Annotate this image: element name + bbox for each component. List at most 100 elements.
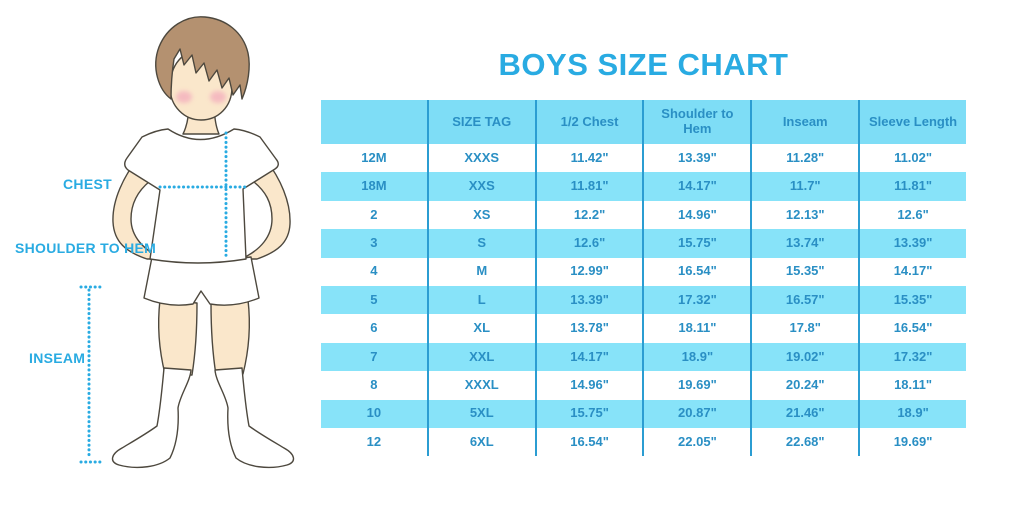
table-cell: XL [429,314,537,343]
table-cell: 18.11" [644,314,753,343]
table-cell: 4 [321,257,429,286]
shorts [143,256,260,306]
table-cell: 18.11" [894,377,933,393]
table-cell: XXL [429,342,537,372]
table-cell: 12.13" [752,200,861,230]
column-header-shoulder-to-hem: Shoulder to Hem [644,100,753,144]
measurement-lines [79,131,247,464]
left-leg [157,299,198,376]
table-cell: 13.78" [537,314,645,343]
table-cell: 13.74" [752,229,861,258]
table-row: 5 L 13.39" 17.32" 16.57" 15.35" [321,285,966,315]
table-cell: 22.05" [644,427,753,457]
table-cell: 19.69" [893,433,933,449]
column-header-inseam: Inseam [752,100,861,144]
table-row: 10 5XL 15.75" 20.87" 21.46" 18.9" [321,399,966,428]
table-cell: 12.6" [537,229,645,258]
table-cell: 20.87" [644,399,753,428]
table-cell: 2 [321,200,429,230]
column-header-size [321,100,429,144]
table-cell: XXS [429,172,537,201]
table-cell: 17.32" [644,285,753,315]
table-cell: 5 [321,285,429,315]
table-cell: 19.69" [644,371,753,400]
table-cell: 15.75" [644,229,753,258]
table-cell: 16.54" [644,257,753,286]
column-header-half-chest: 1/2 Chest [537,100,645,144]
boy-illustration [79,16,295,469]
table-cell: 13.39" [644,144,753,173]
table-cell: 15.35" [752,257,861,286]
table-cell: 16.54" [893,320,933,336]
table-cell: 11.02" [894,149,933,165]
table-cell: 14.96" [644,200,753,230]
table-row: 2 XS 12.2" 14.96" 12.13" 12.6" [321,200,966,230]
chest-label: CHEST [63,176,112,192]
hair [155,16,250,100]
cheeks [176,91,226,103]
table-cell: 12 [321,427,429,457]
column-header-size-tag: SIZE TAG [429,100,537,144]
table-cell: 12.99" [537,257,645,286]
table-body: 12M XXXS 11.42" 13.39" 11.28" 11.02" 18M XXS 11.… [321,144,966,457]
right-leg [210,299,251,376]
right-sock [214,367,295,469]
table-cell: M [429,257,537,286]
table-cell: 13.39" [893,235,933,251]
table-cell: 15.75" [537,399,645,428]
table-cell: 6 [321,314,429,343]
table-cell: 18.9" [897,405,929,421]
table-cell: 13.39" [537,285,645,315]
table-cell: 10 [321,399,429,428]
table-cell: 18.9" [644,342,753,372]
boy-illustration-panel: CHEST SHOULDER TO HEM INSEAM [0,0,320,512]
table-cell: 16.57" [752,285,861,315]
table-cell: 16.54" [537,427,645,457]
table-cell: 8 [321,371,429,400]
table-cell: 11.28" [752,144,861,173]
table-row: 7 XXL 14.17" 18.9" 19.02" 17.32" [321,342,966,372]
table-cell: L [429,285,537,315]
column-header-sleeve-length: Sleeve Length [868,113,958,129]
table-cell: 17.32" [893,348,933,364]
table-cell: 22.68" [752,427,861,457]
table-cell: 19.02" [752,342,861,372]
left-sock [111,367,192,469]
table-cell: XS [429,200,537,230]
table-row: 12M XXXS 11.42" 13.39" 11.28" 11.02" [321,144,966,173]
table-cell: 14.96" [537,371,645,400]
table-cell: 20.24" [752,371,861,400]
table-cell: 14.17" [644,172,753,201]
table-cell: 7 [321,342,429,372]
table-row: 12 6XL 16.54" 22.05" 22.68" 19.69" [321,427,966,457]
table-cell: XXXL [429,371,537,400]
table-cell: 11.42" [537,144,645,173]
table-cell: 3 [321,229,429,258]
table-cell: 14.17" [537,342,645,372]
table-cell: 12M [321,144,429,173]
table-row: 3 S 12.6" 15.75" 13.74" 13.39" [321,229,966,258]
table-cell: 11.7" [752,172,861,201]
table-row: 6 XL 13.78" 18.11" 17.8" 16.54" [321,314,966,343]
table-cell: 11.81" [894,178,933,194]
table-row: 4 M 12.99" 16.54" 15.35" 14.17" [321,257,966,286]
shoulder-to-hem-label: SHOULDER TO HEM [15,240,157,256]
table-cell: 15.35" [893,291,933,307]
table-cell: S [429,229,537,258]
inseam-label: INSEAM [29,350,86,366]
table-cell: 6XL [429,427,537,457]
table-cell: 14.17" [893,263,933,279]
t-shirt [124,128,279,264]
table-cell: 12.2" [537,200,645,230]
page-title: BOYS SIZE CHART [498,46,789,82]
size-chart-table: SIZE TAG 1/2 Chest Shoulder to Hem Insea… [321,100,966,457]
table-row: 18M XXS 11.81" 14.17" 11.7" 11.81" [321,172,966,201]
table-cell: 17.8" [752,314,861,343]
table-cell: 12.6" [897,206,929,222]
table-cell: 21.46" [752,399,861,428]
table-row: 8 XXXL 14.96" 19.69" 20.24" 18.11" [321,371,966,400]
table-cell: 11.81" [537,172,645,201]
table-cell: XXXS [429,144,537,173]
table-cell: 18M [321,172,429,201]
table-header-row: SIZE TAG 1/2 Chest Shoulder to Hem Insea… [321,100,966,144]
